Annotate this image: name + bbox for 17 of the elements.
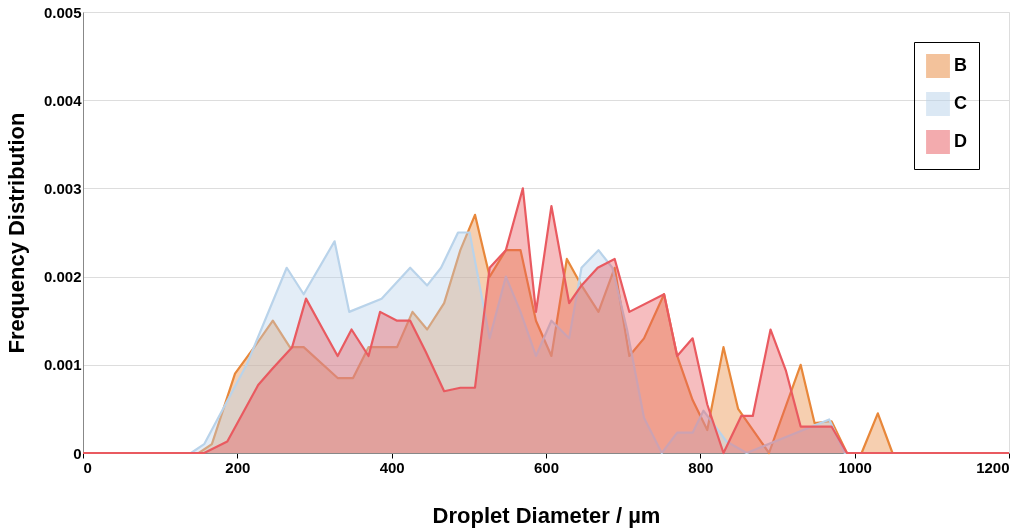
y-tick-label: 0.002 <box>43 268 82 286</box>
x-tick-label: 800 <box>688 458 714 476</box>
x-axis-title: Droplet Diameter / µm <box>432 502 661 528</box>
legend-label: C <box>954 93 967 113</box>
x-tick-label: 1000 <box>838 458 872 476</box>
y-axis-title: Frequency Distribution <box>3 112 29 354</box>
y-tick-label: 0 <box>73 444 82 462</box>
legend-label: D <box>954 131 967 151</box>
y-tick-label: 0.004 <box>43 91 83 109</box>
x-tick-label: 400 <box>379 458 405 476</box>
legend-label: B <box>954 55 967 75</box>
y-tick-label: 0.003 <box>43 179 82 197</box>
x-tick-label: 1200 <box>976 458 1010 476</box>
y-tick-label: 0.001 <box>43 356 82 374</box>
x-tick-label: 200 <box>225 458 251 476</box>
y-tick-label: 0.005 <box>43 3 82 21</box>
x-tick-label: 600 <box>533 458 560 476</box>
